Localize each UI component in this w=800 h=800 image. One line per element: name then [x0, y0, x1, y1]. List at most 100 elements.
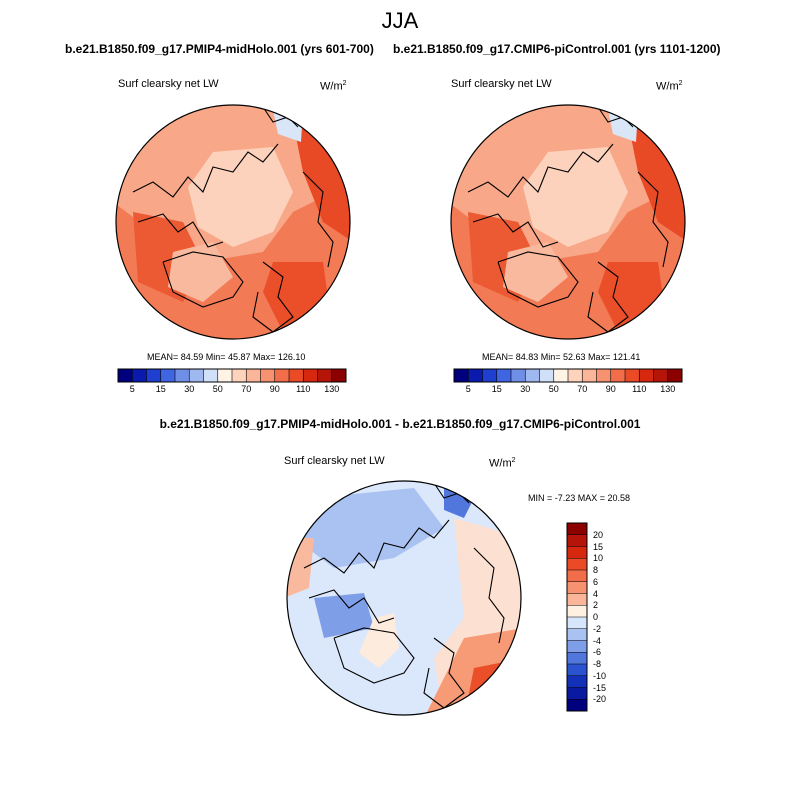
- colorbar-tick-label: -2: [593, 623, 602, 634]
- colorbar-tick-label: 70: [241, 384, 252, 394]
- panel-1-colorbar: [117, 368, 347, 383]
- colorbar-swatch: [567, 605, 587, 618]
- panel-3-stats: MIN = -7.23 MAX = 20.58: [528, 493, 631, 503]
- panel-3-units: W/m2: [489, 457, 516, 470]
- field-region: [359, 613, 399, 668]
- colorbar-swatch: [553, 369, 569, 382]
- colorbar-swatch: [132, 369, 147, 382]
- colorbar-swatch: [203, 369, 219, 382]
- colorbar-tick-label: 5: [129, 384, 135, 394]
- panel-2-colorbar: [453, 368, 683, 383]
- coastline: [333, 627, 415, 684]
- colorbar-tick-label: 15: [155, 384, 166, 394]
- colorbar-swatch: [118, 369, 133, 382]
- map-boundary: [450, 104, 686, 340]
- panel-3-colorbar: [566, 522, 588, 712]
- colorbar-swatch: [567, 687, 587, 700]
- colorbar-swatch: [160, 369, 176, 382]
- field-region: [294, 488, 444, 568]
- panel-1-variable-label: Surf clearsky net LW: [118, 78, 219, 90]
- coastline: [637, 171, 669, 268]
- colorbar-swatch: [567, 628, 587, 641]
- colorbar-tick-label: 4: [593, 588, 599, 599]
- colorbar-swatch: [567, 593, 587, 606]
- coastline: [303, 519, 450, 574]
- colorbar-swatch: [511, 369, 526, 382]
- colorbar-tick-label: 50: [212, 384, 223, 394]
- panel-1-units: W/m2: [320, 80, 347, 93]
- coastline: [308, 589, 395, 624]
- colorbar-tick-label: 0: [593, 612, 599, 622]
- colorbar-swatch: [567, 675, 587, 688]
- colorbar-swatch: [625, 369, 640, 382]
- coastline: [472, 213, 559, 248]
- coastline: [497, 251, 579, 308]
- colorbar-swatch: [567, 570, 587, 583]
- colorbar-tick-label: 110: [296, 384, 311, 394]
- panel-2-title: b.e21.B1850.f09_g17.CMIP6-piControl.001 …: [393, 42, 721, 56]
- colorbar-swatch: [246, 369, 261, 382]
- colorbar-swatch: [232, 369, 247, 382]
- colorbar-tick-label: 30: [184, 384, 195, 394]
- map-boundary: [115, 104, 351, 340]
- colorbar-swatch: [567, 664, 587, 677]
- colorbar-tick-label: 2: [593, 600, 599, 611]
- colorbar-swatch: [175, 369, 190, 382]
- colorbar-tick-label: 15: [593, 541, 604, 552]
- colorbar-tick-label: 20: [593, 529, 604, 540]
- panel-1-title: b.e21.B1850.f09_g17.PMIP4-midHolo.001 (y…: [65, 42, 374, 56]
- coastline: [467, 143, 614, 198]
- colorbar-tick-label: -15: [593, 682, 607, 693]
- colorbar-swatch: [610, 369, 626, 382]
- colorbar-swatch: [667, 369, 683, 382]
- figure-title: JJA: [381, 8, 419, 33]
- colorbar-swatch: [525, 369, 540, 382]
- colorbar-swatch: [189, 369, 204, 382]
- colorbar-tick-label: 50: [548, 384, 559, 394]
- colorbar-tick-label: 10: [593, 553, 604, 564]
- colorbar-tick-label: 130: [324, 384, 340, 394]
- colorbar-tick-label: 90: [605, 384, 616, 394]
- coastline: [473, 547, 505, 644]
- colorbar-swatch: [274, 369, 290, 382]
- colorbar-tick-label: 110: [632, 384, 647, 394]
- colorbar-swatch: [260, 369, 276, 382]
- panel-2-variable-label: Surf clearsky net LW: [451, 78, 552, 90]
- colorbar-swatch: [567, 699, 587, 712]
- colorbar-tick-label: -4: [593, 635, 602, 646]
- coastline: [252, 261, 294, 333]
- coastline: [587, 261, 629, 333]
- colorbar-tick-label: -6: [593, 647, 602, 658]
- coastline: [423, 637, 465, 709]
- field-region: [444, 486, 474, 518]
- colorbar-swatch: [289, 369, 304, 382]
- field-region: [314, 593, 374, 638]
- colorbar-swatch: [596, 369, 612, 382]
- colorbar-tick-label: 15: [491, 384, 502, 394]
- colorbar-swatch: [567, 558, 587, 571]
- coastline: [162, 251, 244, 308]
- colorbar-swatch: [468, 369, 483, 382]
- panel-2-units: W/m2: [656, 80, 683, 93]
- colorbar-swatch: [568, 369, 583, 382]
- colorbar-swatch: [317, 369, 333, 382]
- coastline: [302, 171, 334, 268]
- colorbar-swatch: [567, 534, 587, 547]
- field-region: [523, 147, 628, 247]
- colorbar-tick-label: 30: [520, 384, 531, 394]
- colorbar-tick-label: 8: [593, 565, 599, 575]
- colorbar-swatch: [567, 652, 587, 665]
- colorbar-swatch: [496, 369, 512, 382]
- panel-1-stats: MEAN= 84.59 Min= 45.87 Max= 126.10: [147, 352, 306, 362]
- colorbar-tick-label: 130: [660, 384, 676, 394]
- colorbar-swatch: [567, 617, 587, 630]
- colorbar-swatch: [653, 369, 669, 382]
- field-region: [188, 147, 293, 247]
- colorbar-swatch: [567, 640, 587, 653]
- panel-3-title: b.e21.B1850.f09_g17.PMIP4-midHolo.001 - …: [159, 417, 641, 431]
- field-region: [503, 242, 568, 302]
- colorbar-tick-label: -10: [593, 670, 607, 681]
- colorbar-swatch: [303, 369, 318, 382]
- coastline: [137, 213, 224, 248]
